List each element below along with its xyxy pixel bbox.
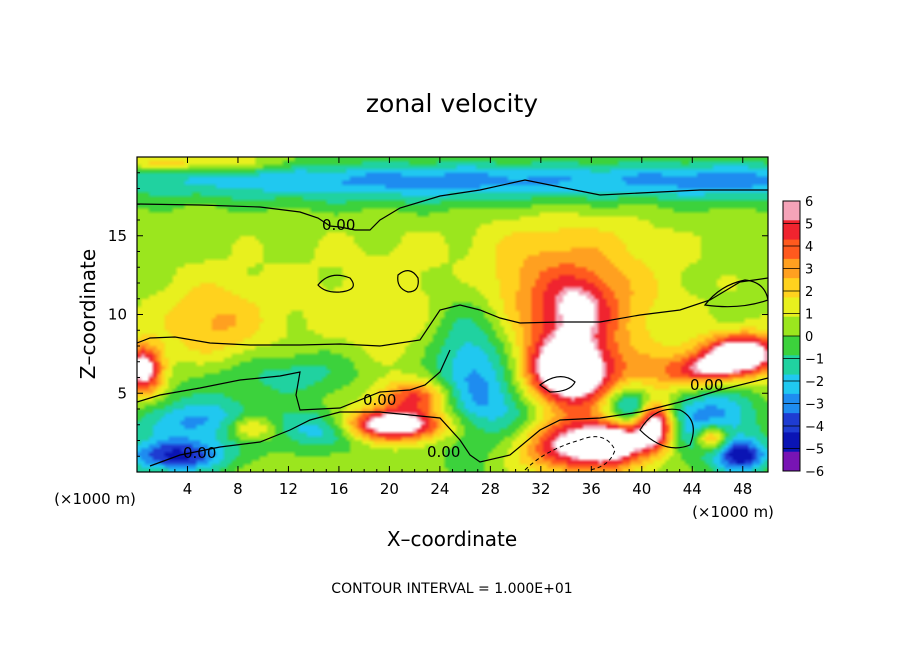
colorbar-label: −5 xyxy=(805,443,824,458)
y-tick-label: 5 xyxy=(117,384,127,402)
colorbar-label: 1 xyxy=(805,308,813,323)
zero-contour-island-4 xyxy=(639,408,694,449)
y-axis: 5 10 15 xyxy=(108,172,768,457)
x-unit-label: (×1000 m) xyxy=(692,503,774,521)
zero-contour-island-3 xyxy=(703,279,768,308)
velocity-field: 0.00 0.00 0.00 0.00 0.00 xyxy=(137,157,768,472)
zero-contour-island-5 xyxy=(538,376,576,393)
x-tick-label: 40 xyxy=(632,480,651,498)
negative-contour-dashed xyxy=(524,436,616,471)
colorbar-swatch xyxy=(783,355,800,376)
x-axis: 4 8 12 16 20 24 28 32 36 40 44 48 xyxy=(149,157,756,498)
zero-contour-island-2 xyxy=(397,270,419,293)
zero-contour-low-left xyxy=(137,349,451,411)
chart-title: zonal velocity xyxy=(366,89,538,118)
colorbar-label: −6 xyxy=(805,465,824,480)
colorbar-label: −2 xyxy=(805,375,824,390)
colorbar-swatch xyxy=(783,239,800,260)
colorbar-swatch xyxy=(783,432,800,453)
colorbar-swatch xyxy=(783,316,800,337)
y-axis-label: Z–coordinate xyxy=(76,249,100,379)
contour-label-lower: 0.00 xyxy=(427,443,460,461)
x-tick-label: 24 xyxy=(430,480,449,498)
colorbar-swatch xyxy=(783,297,800,318)
y-tick-label: 15 xyxy=(108,227,127,245)
colorbar-label: 3 xyxy=(805,263,813,278)
contour-interval-note: CONTOUR INTERVAL = 1.000E+01 xyxy=(331,581,572,597)
colorbar-swatch xyxy=(783,201,800,221)
zero-contour-lines xyxy=(137,179,768,471)
x-tick-label: 8 xyxy=(233,480,243,498)
x-tick-label: 44 xyxy=(683,480,702,498)
contour-label-right: 0.00 xyxy=(690,376,723,394)
colorbar-label: −3 xyxy=(805,398,824,413)
x-axis-label: X–coordinate xyxy=(387,527,517,551)
x-tick-label: 20 xyxy=(380,480,399,498)
zero-contour-island-1 xyxy=(317,274,354,293)
zero-contour-upper xyxy=(137,179,768,231)
colorbar-swatch xyxy=(783,451,800,472)
x-tick-label: 28 xyxy=(481,480,500,498)
y-unit-label: (×1000 m) xyxy=(54,490,136,508)
x-tick-label: 32 xyxy=(531,480,550,498)
x-tick-label: 16 xyxy=(329,480,348,498)
x-tick-label: 48 xyxy=(733,480,752,498)
colorbar-swatch xyxy=(783,374,800,395)
velocity-field-image xyxy=(137,157,768,472)
colorbar-swatch xyxy=(783,336,800,356)
colorbar-label: −1 xyxy=(805,353,824,368)
colorbar-label: 4 xyxy=(805,240,813,255)
colorbar-swatch xyxy=(783,413,800,433)
zero-contour-bottom-left xyxy=(149,377,768,467)
contour-label-upper: 0.00 xyxy=(322,216,355,234)
x-tick-label: 36 xyxy=(582,480,601,498)
contour-label-center: 0.00 xyxy=(363,391,396,409)
y-tick-label: 10 xyxy=(108,306,127,324)
colorbar: 6 5 4 3 2 1 0 −1 −2 −3 −4 −5 −6 xyxy=(782,195,824,480)
x-tick-label: 12 xyxy=(279,480,298,498)
colorbar-label: 6 xyxy=(805,195,813,210)
colorbar-label: −4 xyxy=(805,420,824,435)
colorbar-swatch xyxy=(783,278,800,298)
contour-label-left: 0.00 xyxy=(183,444,216,462)
colorbar-label: 2 xyxy=(805,285,813,300)
colorbar-label: 5 xyxy=(805,218,813,233)
x-tick-label: 4 xyxy=(183,480,193,498)
colorbar-swatch xyxy=(783,220,800,241)
colorbar-label: 0 xyxy=(805,330,813,345)
zero-contour-mid-left xyxy=(137,277,768,347)
